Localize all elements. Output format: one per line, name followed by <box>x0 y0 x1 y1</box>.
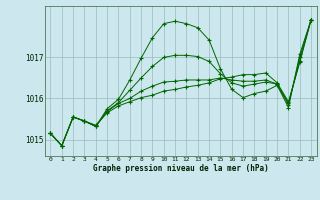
X-axis label: Graphe pression niveau de la mer (hPa): Graphe pression niveau de la mer (hPa) <box>93 164 269 173</box>
